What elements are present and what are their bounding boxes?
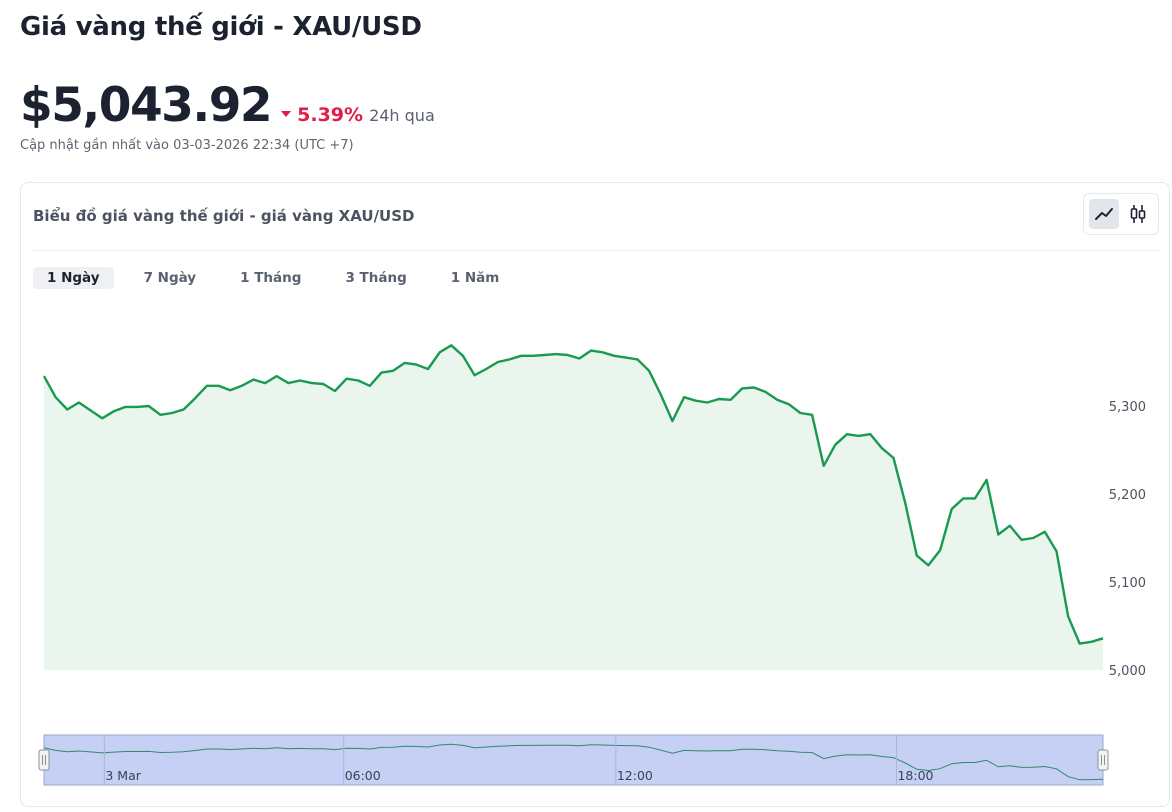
y-tick-label: 5,300 <box>1109 400 1146 415</box>
navigator-tick-label: 18:00 <box>897 768 933 783</box>
change-period: 24h qua <box>369 106 435 125</box>
tab-1-month[interactable]: 1 Tháng <box>240 270 302 286</box>
navigator-selection[interactable] <box>43 734 1104 786</box>
candlestick-chart-button[interactable] <box>1124 199 1154 229</box>
navigator-tick-label: 12:00 <box>617 768 653 783</box>
chart-card: Biểu đồ giá vàng thế giới - giá vàng XAU… <box>20 182 1170 807</box>
tab-7-days[interactable]: 7 Ngày <box>143 270 197 286</box>
y-tick-label: 5,100 <box>1109 576 1146 591</box>
y-tick-label: 5,000 <box>1109 664 1146 679</box>
price-chart: 5,000 5,100 5,200 5,300 3 Mar 06:00 12:00 18:0… <box>38 344 1146 786</box>
y-axis: 5,000 5,100 5,200 5,300 <box>1109 400 1146 679</box>
navigator[interactable]: 3 Mar 06:00 12:00 18:00 <box>38 734 1109 786</box>
line-chart-icon <box>1094 208 1113 220</box>
tab-3-months[interactable]: 3 Tháng <box>345 270 407 286</box>
caret-down-icon <box>281 111 292 117</box>
tab-1-day[interactable]: 1 Ngày <box>33 267 114 289</box>
current-price: $5,043.92 <box>20 78 273 133</box>
price-row: $5,043.92 5.39% 24h qua <box>20 78 435 133</box>
navigator-left-handle[interactable] <box>38 749 50 771</box>
line-chart-button[interactable] <box>1089 199 1119 229</box>
page-title: Giá vàng thế giới - XAU/USD <box>20 12 422 42</box>
range-tabs: 1 Ngày 7 Ngày 1 Tháng 3 Tháng 1 Năm <box>33 267 529 289</box>
navigator-tick-label: 06:00 <box>345 768 381 783</box>
header-divider <box>33 250 1159 251</box>
change-percent: 5.39% <box>297 104 364 126</box>
chart-title: Biểu đồ giá vàng thế giới - giá vàng XAU… <box>33 207 415 225</box>
last-updated: Cập nhật gần nhất vào 03-03-2026 22:34 (… <box>20 138 354 153</box>
tab-1-year[interactable]: 1 Năm <box>450 270 500 286</box>
chart-type-toggle <box>1083 193 1159 235</box>
price-line <box>42 344 1104 645</box>
y-tick-label: 5,200 <box>1109 488 1146 503</box>
navigator-line <box>43 743 1104 781</box>
main-plot <box>42 344 1104 670</box>
price-area <box>44 345 1103 670</box>
navigator-right-handle[interactable] <box>1097 749 1109 771</box>
navigator-tick-label: 3 Mar <box>105 768 141 783</box>
price-change: 5.39% 24h qua <box>281 104 435 126</box>
candlestick-icon <box>1130 205 1146 223</box>
